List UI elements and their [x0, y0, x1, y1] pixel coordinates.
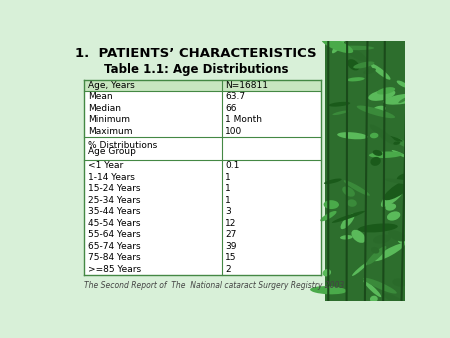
Ellipse shape: [340, 235, 353, 240]
Text: Median: Median: [88, 104, 121, 113]
Bar: [325, 41, 405, 301]
Ellipse shape: [334, 46, 374, 50]
Text: % Distributions: % Distributions: [88, 141, 157, 150]
Ellipse shape: [333, 111, 348, 115]
Text: 1: 1: [225, 196, 231, 205]
Ellipse shape: [352, 262, 368, 276]
Ellipse shape: [383, 94, 422, 105]
Ellipse shape: [381, 184, 406, 207]
Text: Table 1.1: Age Distributions: Table 1.1: Age Distributions: [104, 63, 288, 76]
Ellipse shape: [332, 211, 365, 223]
Ellipse shape: [383, 178, 415, 200]
Ellipse shape: [388, 231, 407, 242]
Ellipse shape: [393, 141, 400, 145]
Ellipse shape: [328, 36, 345, 46]
Ellipse shape: [323, 269, 331, 276]
Ellipse shape: [373, 150, 382, 156]
Ellipse shape: [374, 243, 405, 261]
Ellipse shape: [342, 187, 355, 197]
Text: 39: 39: [225, 242, 237, 250]
Ellipse shape: [385, 203, 396, 211]
Text: Mean: Mean: [88, 92, 112, 101]
Ellipse shape: [370, 124, 397, 145]
Text: 15: 15: [225, 253, 237, 262]
Ellipse shape: [347, 59, 360, 70]
Ellipse shape: [324, 178, 342, 184]
Ellipse shape: [398, 237, 408, 244]
Ellipse shape: [344, 180, 370, 196]
Ellipse shape: [342, 45, 368, 62]
Text: 27: 27: [225, 230, 237, 239]
Ellipse shape: [351, 230, 365, 243]
Ellipse shape: [370, 133, 378, 138]
Ellipse shape: [398, 96, 410, 103]
Ellipse shape: [328, 102, 350, 106]
Ellipse shape: [310, 286, 347, 294]
Ellipse shape: [341, 214, 355, 229]
Ellipse shape: [337, 132, 368, 139]
Text: 65-74 Years: 65-74 Years: [88, 242, 140, 250]
Ellipse shape: [370, 157, 381, 166]
Text: 63.7: 63.7: [225, 92, 245, 101]
Text: 12: 12: [225, 219, 237, 227]
Text: 100: 100: [225, 127, 243, 136]
Text: 3: 3: [225, 207, 231, 216]
Ellipse shape: [321, 38, 353, 53]
Text: 35-44 Years: 35-44 Years: [88, 207, 140, 216]
Text: 45-54 Years: 45-54 Years: [88, 219, 140, 227]
Ellipse shape: [363, 278, 397, 294]
Ellipse shape: [324, 200, 339, 209]
Ellipse shape: [364, 280, 381, 297]
Ellipse shape: [392, 150, 409, 159]
Ellipse shape: [386, 136, 403, 142]
Ellipse shape: [320, 211, 337, 221]
Ellipse shape: [373, 235, 391, 244]
Ellipse shape: [392, 279, 406, 287]
Ellipse shape: [363, 68, 376, 74]
Ellipse shape: [357, 105, 395, 118]
Text: The Second Report of  The  National cataract Surgery Registry 2003: The Second Report of The National catara…: [84, 282, 344, 290]
Text: 1 Month: 1 Month: [225, 115, 262, 124]
Ellipse shape: [370, 296, 378, 302]
Ellipse shape: [371, 247, 379, 254]
Ellipse shape: [369, 151, 403, 158]
Ellipse shape: [387, 211, 400, 221]
Ellipse shape: [372, 106, 386, 113]
Ellipse shape: [377, 87, 395, 95]
Text: 2: 2: [225, 265, 231, 273]
Ellipse shape: [358, 223, 398, 233]
Ellipse shape: [384, 178, 420, 185]
Bar: [84, 80, 321, 275]
Ellipse shape: [332, 37, 346, 53]
Text: Maximum: Maximum: [88, 127, 132, 136]
Ellipse shape: [396, 173, 413, 184]
Text: 55-64 Years: 55-64 Years: [88, 230, 140, 239]
Text: 0.1: 0.1: [225, 161, 239, 170]
Text: 15-24 Years: 15-24 Years: [88, 184, 140, 193]
Ellipse shape: [347, 199, 357, 207]
Text: 1.  PATIENTS’ CHARACTERISTICS: 1. PATIENTS’ CHARACTERISTICS: [75, 47, 316, 60]
Ellipse shape: [370, 64, 391, 80]
Text: >=85 Years: >=85 Years: [88, 265, 141, 273]
Text: Age Group: Age Group: [88, 147, 135, 156]
Ellipse shape: [353, 62, 374, 69]
Text: 1: 1: [225, 173, 231, 182]
Ellipse shape: [367, 246, 387, 265]
Text: 25-34 Years: 25-34 Years: [88, 196, 140, 205]
Ellipse shape: [397, 80, 409, 88]
Ellipse shape: [383, 293, 405, 305]
Ellipse shape: [369, 90, 396, 101]
Text: Age, Years: Age, Years: [88, 81, 135, 90]
Text: 1-14 Years: 1-14 Years: [88, 173, 135, 182]
Text: N=16811: N=16811: [225, 81, 268, 90]
Text: 75-84 Years: 75-84 Years: [88, 253, 140, 262]
Text: <1 Year: <1 Year: [88, 161, 123, 170]
Ellipse shape: [346, 77, 364, 81]
Bar: [84, 80, 321, 91]
Text: 66: 66: [225, 104, 237, 113]
Text: Minimum: Minimum: [88, 115, 130, 124]
Text: 1: 1: [225, 184, 231, 193]
Ellipse shape: [396, 139, 409, 147]
